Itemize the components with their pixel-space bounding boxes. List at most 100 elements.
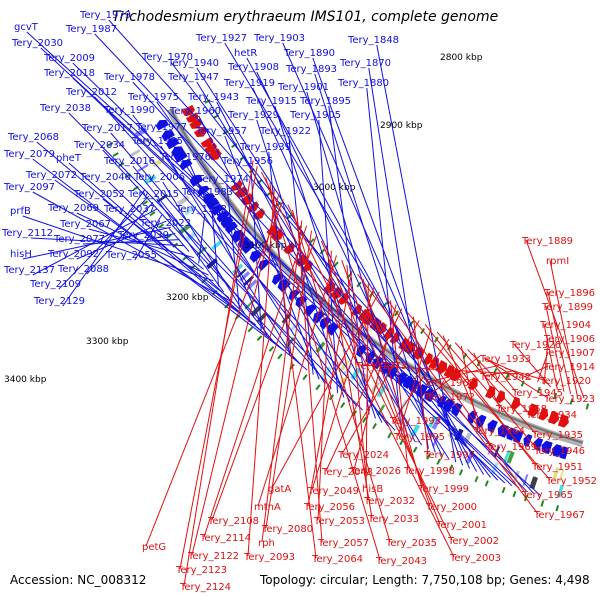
reverse-gene-arrow [185, 112, 199, 123]
gc-skew-tick [393, 310, 400, 317]
forward-label-leader [288, 135, 314, 375]
reverse-label-leader [265, 177, 381, 561]
reverse-label-leader [271, 291, 380, 489]
gc-skew-tick [540, 500, 545, 507]
forward-gene-label: Tery_1939 [239, 142, 291, 153]
forward-label-leader [110, 132, 332, 389]
reverse-gene-arrow [547, 410, 560, 425]
reverse-label-leader [397, 328, 432, 437]
forward-label-leader [196, 67, 450, 460]
reverse-label-leader [393, 338, 450, 421]
reverse-gene-label: Tery_1969 [485, 442, 537, 453]
forward-gene-label: Tery_2016 [103, 156, 155, 167]
gc-skew-tick [569, 398, 574, 405]
gc-skew-tick [399, 439, 404, 446]
reverse-gene-label: Tery_1999 [417, 484, 469, 495]
reverse-label-leader [407, 312, 551, 481]
forward-gene-label: Tery_1901 [277, 82, 329, 93]
reverse-label-leader [183, 160, 254, 587]
reverse-gene-label: Tery_1958 [495, 404, 547, 415]
feature-box [177, 195, 190, 206]
gc-skew-tick [553, 392, 558, 400]
forward-gene-label: Tery_1992 [175, 204, 227, 215]
gc-skew-tick [112, 152, 119, 157]
forward-gene-arrow [541, 440, 553, 455]
scale-mark-label: 3300 kbp [86, 337, 129, 347]
forward-gene-label: Tery_1908 [227, 62, 279, 73]
feature-box [428, 415, 437, 428]
reverse-label-leader [485, 358, 549, 399]
reverse-gene-label: Tery_2123 [175, 565, 227, 576]
forward-gene-label: hisH [10, 249, 32, 260]
forward-gene-arrow [487, 419, 498, 433]
reverse-label-leader [547, 291, 572, 395]
gc-skew-tick [340, 402, 346, 409]
forward-gene-label: Tery_1903 [253, 33, 305, 44]
forward-gene-label: Tery_2023 [139, 218, 191, 229]
feature-box [557, 485, 564, 498]
reverse-label-leader [384, 295, 527, 495]
forward-gene-label: Tery_2055 [105, 250, 157, 261]
reverse-label-leader [359, 364, 519, 375]
reverse-gene-label: Tery_2124 [179, 582, 231, 593]
forward-label-leader [94, 33, 527, 492]
forward-gene-label: Tery_1848 [347, 35, 399, 46]
feature-box [144, 174, 157, 185]
forward-gene-label: Tery_1987 [65, 24, 117, 35]
forward-gene-label: Tery_2112 [1, 228, 53, 239]
reverse-gene-arrow [230, 180, 243, 191]
forward-gene-label: Tery_2069 [47, 203, 99, 214]
reverse-gene-label: Tery_2053 [313, 516, 365, 527]
reverse-gene-label: Tery_1896 [543, 288, 595, 299]
reverse-gene-label: Tery_2108 [207, 516, 259, 527]
forward-gene-label: Tery_1975 [127, 92, 179, 103]
gc-skew-tick [256, 335, 263, 341]
reverse-gene-label: Tery_2003 [449, 553, 501, 564]
reverse-label-leader [505, 367, 545, 381]
gc-skew-tick [420, 328, 426, 335]
reverse-gene-label: Tery_2114 [199, 533, 251, 544]
feature-box [376, 385, 387, 398]
forward-label-leader [68, 112, 364, 411]
reverse-gene-label: Tery_2000 [425, 502, 477, 513]
feature-box [139, 136, 152, 146]
forward-gene-label: Tery_1985 [131, 136, 183, 147]
reverse-gene-label: Tery_2048 [321, 467, 373, 478]
forward-gene-label: Tery_1977 [135, 122, 187, 133]
reverse-label-leader [341, 320, 420, 455]
feature-box [462, 432, 472, 446]
forward-gene-arrow [476, 414, 487, 428]
reverse-label-leader [320, 240, 441, 525]
forward-gene-label: hetR [234, 48, 257, 59]
forward-gene-label: Tery_1870 [339, 58, 391, 69]
feature-box [152, 157, 165, 168]
gc-skew-tick [382, 301, 388, 308]
reverse-label-leader [191, 193, 280, 556]
forward-label-leader [224, 135, 320, 380]
reverse-label-leader [257, 255, 337, 507]
reverse-label-leader [203, 225, 308, 538]
reverse-label-leader [525, 239, 585, 399]
forward-gene-label: Tery_2006 [133, 172, 185, 183]
forward-gene-label: Tery_2072 [25, 170, 77, 181]
forward-label-leader [32, 191, 235, 304]
forward-label-leader [198, 115, 351, 402]
forward-label-leader [376, 44, 457, 463]
reverse-gene-arrow [557, 414, 569, 428]
forward-label-leader [366, 87, 403, 435]
reverse-gene-label: Tery_2035 [385, 538, 437, 549]
feature-box [339, 359, 350, 372]
reverse-gene-label: Tery_1951 [531, 462, 583, 473]
scale-mark-label: 3400 kbp [4, 375, 47, 385]
reverse-gene-label: Tery_1935 [531, 430, 583, 441]
scale-mark-label: 2900 kbp [380, 121, 423, 131]
reverse-label-leader [442, 335, 491, 447]
forward-label-leader [156, 198, 225, 293]
feature-box [184, 231, 197, 243]
reverse-gene-label: Tery_2032 [363, 496, 415, 507]
forward-gene-label: Tery_1922 [259, 126, 311, 137]
forward-gene-label: Tery_1895 [299, 96, 351, 107]
forward-gene-label: Tery_1983 [181, 187, 233, 198]
forward-gene-label: Tery_2018 [43, 68, 95, 79]
forward-gene-label: Tery_2015 [127, 189, 179, 200]
